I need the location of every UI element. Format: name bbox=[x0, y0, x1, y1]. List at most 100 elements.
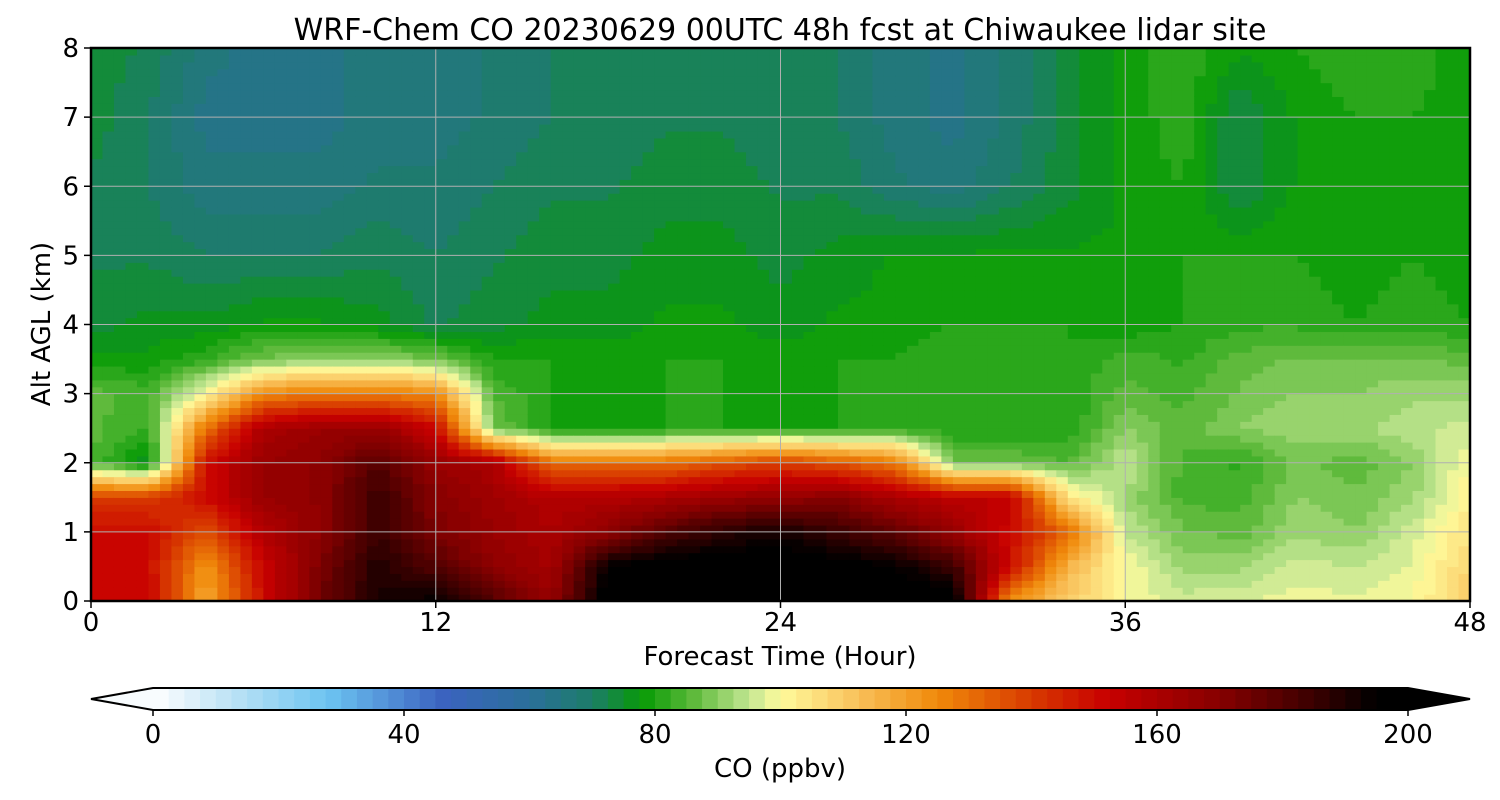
heatmap-cell bbox=[631, 435, 644, 443]
heatmap-cell bbox=[504, 400, 517, 409]
heatmap-cell bbox=[585, 559, 598, 568]
heatmap-cell bbox=[677, 124, 690, 132]
heatmap-cell bbox=[240, 421, 253, 429]
heatmap-cell bbox=[447, 524, 460, 533]
heatmap-cell bbox=[458, 372, 471, 381]
heatmap-cell bbox=[757, 359, 770, 367]
heatmap-cell bbox=[470, 524, 483, 533]
heatmap-cell bbox=[102, 248, 115, 256]
heatmap-cell bbox=[791, 331, 805, 339]
heatmap-cell bbox=[619, 331, 632, 339]
heatmap-cell bbox=[263, 317, 276, 326]
heatmap-cell bbox=[700, 61, 713, 70]
heatmap-cell bbox=[711, 435, 724, 443]
heatmap-cell bbox=[309, 531, 322, 540]
heatmap-cell bbox=[539, 331, 552, 339]
heatmap-cell bbox=[596, 269, 609, 277]
heatmap-cell bbox=[619, 448, 632, 457]
heatmap-cell bbox=[734, 338, 747, 346]
heatmap-cell bbox=[504, 317, 517, 326]
heatmap-cell bbox=[320, 324, 333, 333]
heatmap-cell bbox=[642, 289, 655, 298]
heatmap-cell bbox=[148, 372, 161, 381]
heatmap-cell bbox=[320, 262, 333, 270]
heatmap-cell bbox=[585, 130, 598, 139]
heatmap-cell bbox=[688, 524, 701, 533]
heatmap-cell bbox=[240, 365, 253, 374]
heatmap-cell bbox=[539, 559, 552, 568]
heatmap-cell bbox=[205, 359, 219, 367]
heatmap-cell bbox=[493, 469, 506, 478]
heatmap-cell bbox=[585, 289, 598, 298]
heatmap-cell bbox=[527, 262, 540, 270]
heatmap-cell bbox=[734, 75, 747, 84]
heatmap-cell bbox=[596, 213, 609, 222]
heatmap-cell bbox=[642, 379, 655, 388]
heatmap-cell bbox=[780, 469, 793, 478]
heatmap-cell bbox=[401, 255, 414, 263]
heatmap-cell bbox=[493, 283, 506, 291]
heatmap-cell bbox=[102, 227, 115, 236]
heatmap-cell bbox=[171, 462, 184, 471]
heatmap-cell bbox=[746, 241, 759, 250]
heatmap-cell bbox=[688, 89, 701, 97]
heatmap-cell bbox=[194, 48, 207, 56]
heatmap-cell bbox=[378, 89, 391, 97]
heatmap-cell bbox=[780, 559, 793, 568]
heatmap-cell bbox=[228, 345, 241, 353]
heatmap-cell bbox=[136, 220, 150, 229]
heatmap-cell bbox=[332, 552, 345, 561]
heatmap-cell bbox=[550, 594, 563, 601]
heatmap-cell bbox=[182, 379, 196, 388]
heatmap-cell bbox=[412, 234, 425, 243]
heatmap-cell bbox=[516, 490, 529, 498]
heatmap-cell bbox=[320, 151, 333, 160]
heatmap-cell bbox=[803, 400, 816, 409]
heatmap-cell bbox=[791, 303, 805, 312]
heatmap-cell bbox=[240, 193, 253, 201]
heatmap-cell bbox=[757, 338, 770, 346]
heatmap-cell bbox=[596, 407, 609, 415]
heatmap-cell bbox=[769, 372, 782, 381]
heatmap-cell bbox=[631, 296, 644, 305]
heatmap-cell bbox=[171, 531, 184, 540]
heatmap-cell bbox=[171, 124, 184, 132]
heatmap-cell bbox=[228, 462, 241, 471]
heatmap-cell bbox=[527, 172, 540, 180]
heatmap-cell bbox=[343, 276, 356, 284]
heatmap-cell bbox=[286, 227, 299, 236]
heatmap-cell bbox=[470, 54, 483, 63]
heatmap-cell bbox=[102, 545, 115, 554]
heatmap-cell bbox=[619, 400, 632, 409]
heatmap-cell bbox=[424, 213, 437, 222]
heatmap-cell bbox=[182, 345, 196, 353]
heatmap-cell bbox=[389, 518, 402, 526]
heatmap-cell bbox=[711, 54, 724, 63]
heatmap-cell bbox=[539, 144, 552, 153]
heatmap-cell bbox=[791, 538, 805, 547]
heatmap-cell bbox=[286, 511, 299, 519]
heatmap-cell bbox=[263, 573, 276, 581]
heatmap-cell bbox=[631, 213, 644, 222]
heatmap-cell bbox=[585, 573, 598, 581]
heatmap-cell bbox=[608, 144, 621, 153]
heatmap-cell bbox=[171, 365, 184, 374]
heatmap-cell bbox=[481, 130, 494, 139]
heatmap-cell bbox=[780, 296, 793, 305]
heatmap-cell bbox=[148, 179, 161, 187]
heatmap-cell bbox=[573, 559, 586, 568]
heatmap-cell bbox=[654, 414, 667, 422]
heatmap-cell bbox=[585, 372, 598, 381]
heatmap-cell bbox=[642, 234, 655, 243]
heatmap-cell bbox=[148, 303, 161, 312]
heatmap-cell bbox=[389, 414, 402, 422]
heatmap-cell bbox=[608, 193, 621, 201]
heatmap-cell bbox=[251, 338, 264, 346]
heatmap-cell bbox=[102, 158, 115, 167]
heatmap-cell bbox=[263, 96, 276, 104]
heatmap-cell bbox=[746, 442, 759, 450]
heatmap-cell bbox=[642, 511, 655, 519]
heatmap-cell bbox=[665, 213, 678, 222]
heatmap-cell bbox=[516, 82, 529, 91]
heatmap-cell bbox=[113, 428, 127, 436]
